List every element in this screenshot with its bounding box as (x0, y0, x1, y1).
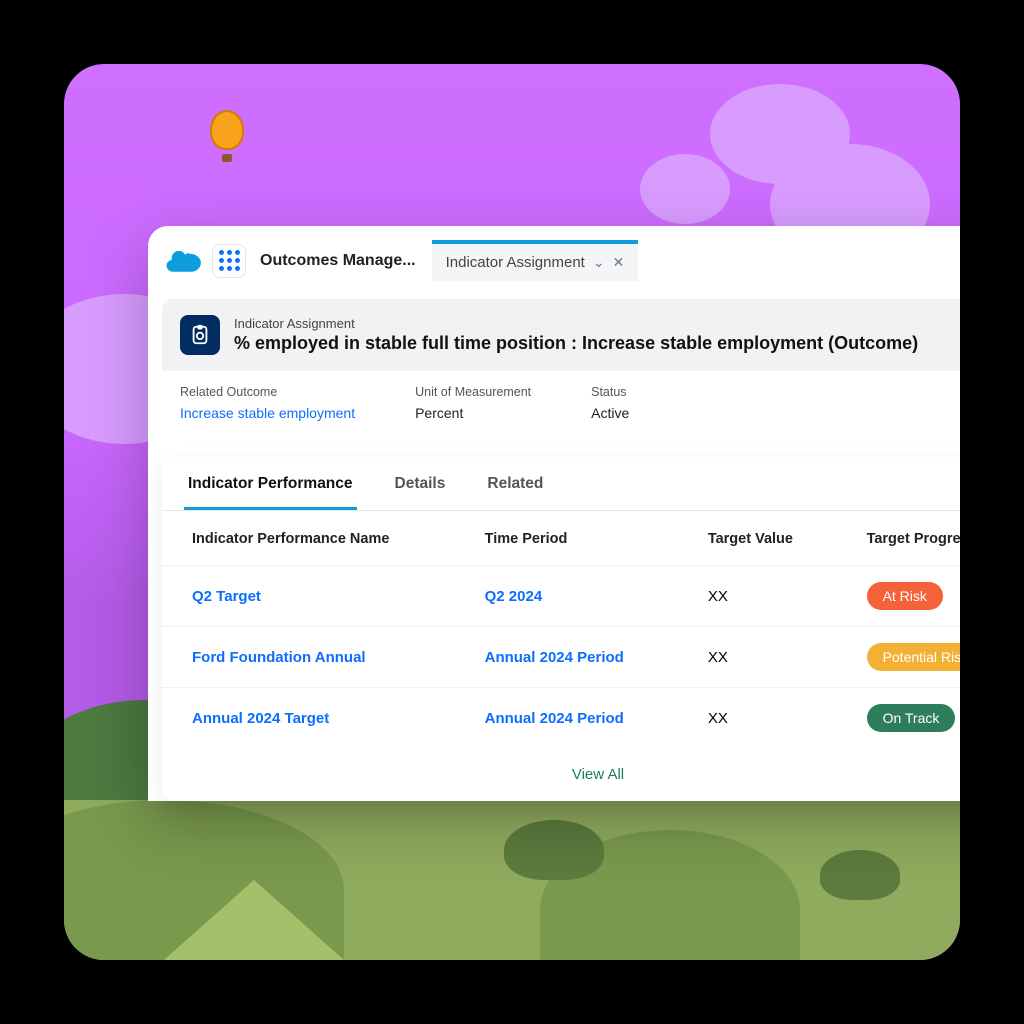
app-name[interactable]: Outcomes Manage... (260, 252, 416, 270)
object-type-label: Indicator Assignment (234, 316, 918, 331)
table-row[interactable]: Annual 2024 Target Annual 2024 Period XX On… (162, 688, 960, 749)
view-all-link[interactable]: View All (162, 748, 960, 801)
tab-indicator-performance[interactable]: Indicator Performance (184, 457, 357, 510)
col-target-value: Target Value (678, 511, 837, 566)
table-row[interactable]: Ford Foundation Annual Annual 2024 Period… (162, 627, 960, 688)
row-value: XX (678, 688, 837, 749)
related-outcome-link[interactable]: Increase stable employment (180, 405, 355, 421)
tab-details[interactable]: Details (391, 457, 450, 510)
field-label: Unit of Measurement (415, 385, 531, 399)
row-period-link[interactable]: Annual 2024 Period (485, 649, 624, 666)
balloon-decoration (210, 110, 244, 164)
object-icon (180, 315, 220, 355)
field-label: Status (591, 385, 629, 399)
top-bar: Outcomes Manage... Indicator Assignment … (148, 226, 960, 291)
field-label: Related Outcome (180, 385, 355, 399)
field-value: Percent (415, 405, 531, 421)
row-period-link[interactable]: Annual 2024 Period (485, 710, 624, 727)
card-tabs: Indicator Performance Details Related (162, 457, 960, 511)
field-related-outcome: Related Outcome Increase stable employme… (180, 385, 355, 421)
row-name-link[interactable]: Q2 Target (192, 588, 261, 605)
row-value: XX (678, 566, 837, 627)
field-value: Active (591, 405, 629, 421)
record-header: Indicator Assignment % employed in stabl… (162, 299, 960, 371)
highlights-panel: Related Outcome Increase stable employme… (162, 371, 960, 443)
salesforce-logo-icon (166, 248, 202, 274)
col-target-progress: Target Progress (837, 511, 960, 566)
app-launcher-icon[interactable] (212, 244, 246, 278)
record-title: % employed in stable full time position … (234, 333, 918, 354)
field-status: Status Active (591, 385, 629, 421)
status-badge: Potential Risk (867, 643, 960, 671)
row-period-link[interactable]: Q2 2024 (485, 588, 543, 605)
promo-frame: Outcomes Manage... Indicator Assignment … (64, 64, 960, 960)
table-row[interactable]: Q2 Target Q2 2024 XX At Risk (162, 566, 960, 627)
field-unit: Unit of Measurement Percent (415, 385, 531, 421)
col-period: Time Period (455, 511, 678, 566)
status-badge: At Risk (867, 582, 943, 610)
workspace-tab[interactable]: Indicator Assignment ⌄ ✕ (432, 240, 639, 281)
tab-related[interactable]: Related (483, 457, 547, 510)
tab-label: Indicator Assignment (446, 254, 585, 271)
chevron-down-icon[interactable]: ⌄ (593, 254, 605, 271)
row-name-link[interactable]: Ford Foundation Annual (192, 649, 366, 666)
app-window: Outcomes Manage... Indicator Assignment … (148, 226, 960, 801)
status-badge: On Track (867, 704, 956, 732)
close-icon[interactable]: ✕ (613, 254, 625, 271)
indicator-performance-table: Indicator Performance Name Time Period T… (162, 511, 960, 748)
row-name-link[interactable]: Annual 2024 Target (192, 710, 329, 727)
cloud-decoration (640, 154, 730, 224)
col-name: Indicator Performance Name (162, 511, 455, 566)
row-value: XX (678, 627, 837, 688)
related-list-card: Indicator Performance Details Related In… (162, 457, 960, 801)
